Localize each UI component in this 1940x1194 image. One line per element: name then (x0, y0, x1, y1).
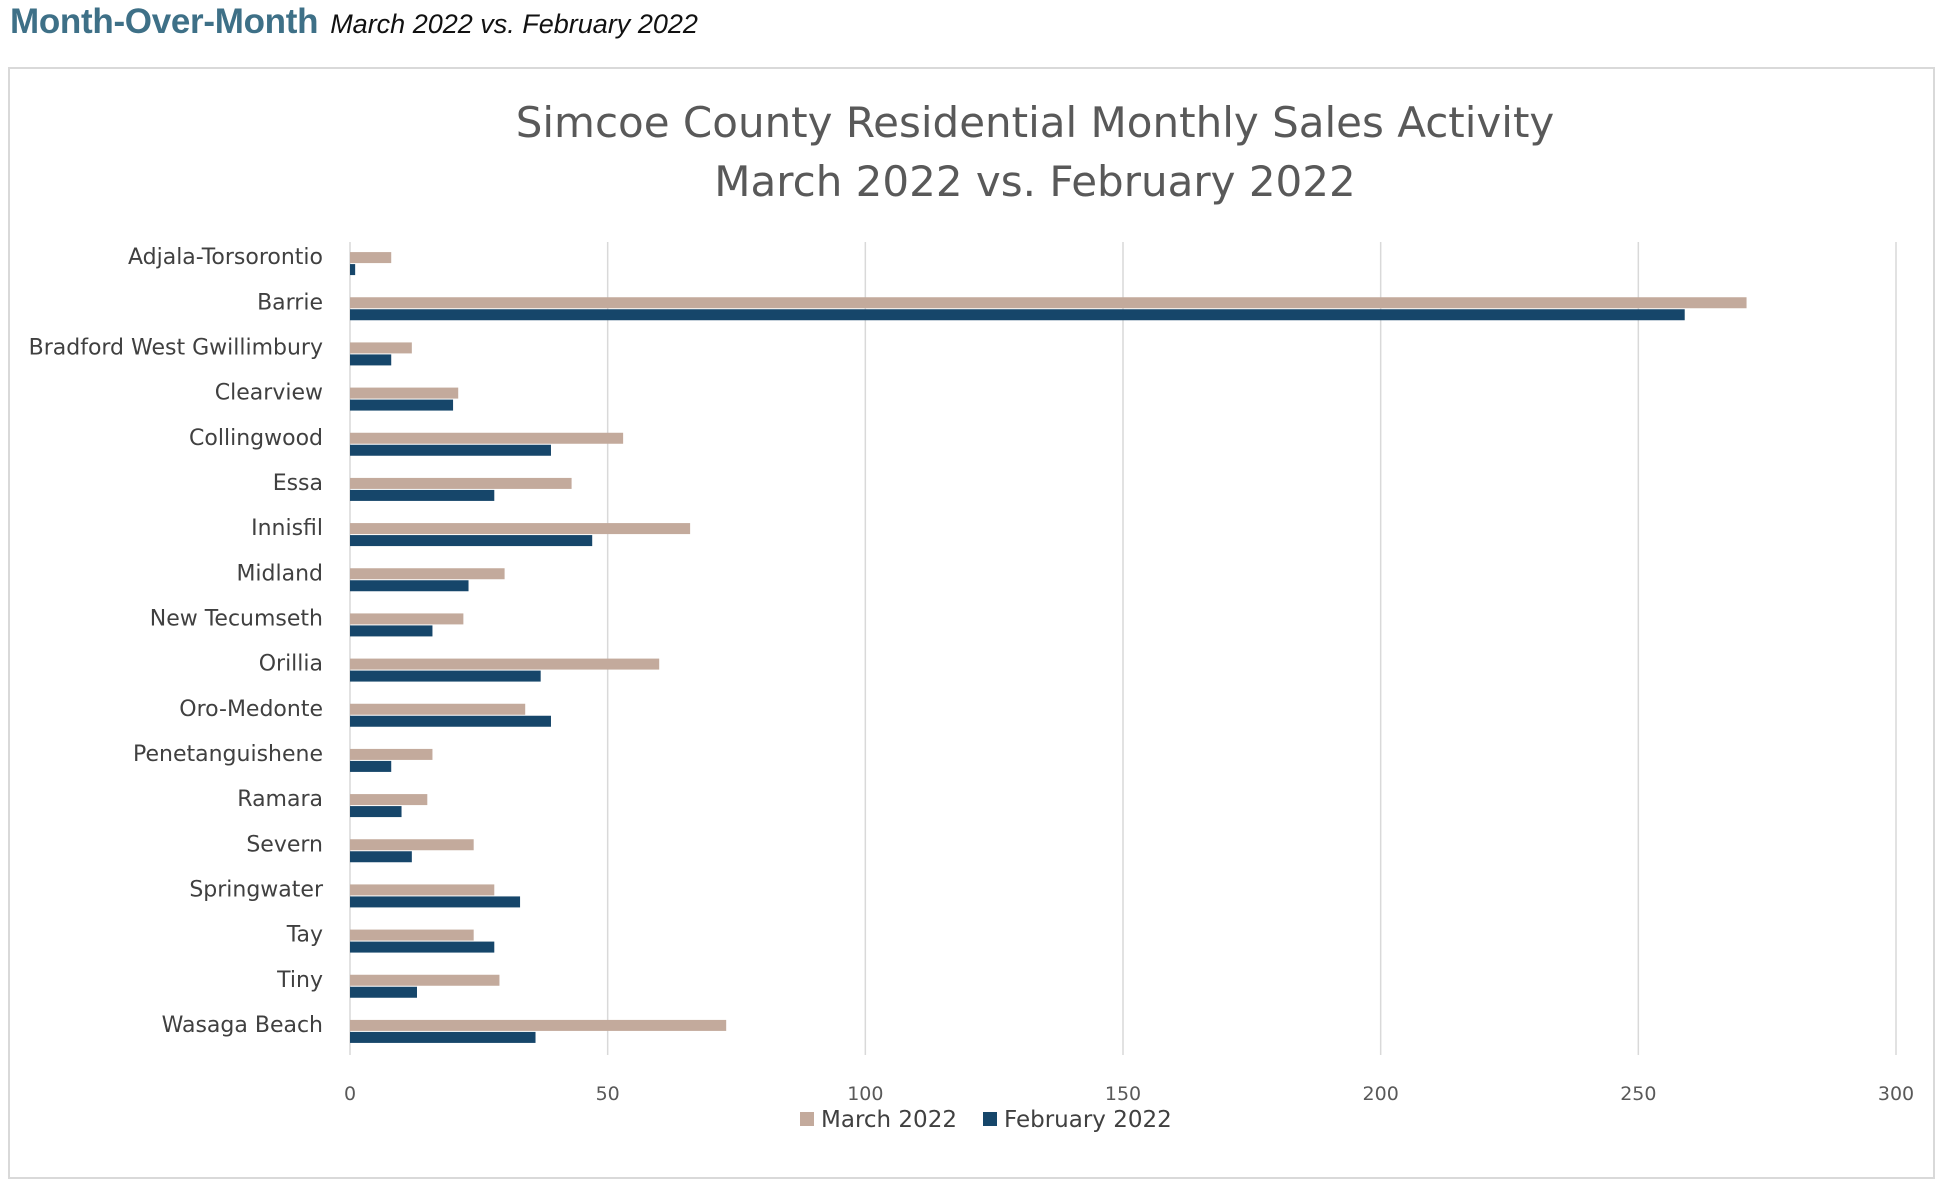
category-label-innisfil: Innisfil (251, 516, 323, 541)
bar-march-2022-wasaga-beach (350, 1019, 727, 1031)
category-label-clearview: Clearview (215, 381, 323, 406)
bar-february-2022-essa (350, 489, 495, 501)
bar-february-2022-barrie (350, 309, 1685, 321)
category-label-barrie: Barrie (257, 290, 323, 315)
category-label-springwater: Springwater (189, 877, 324, 902)
category-labels: Adjala-Torsorontio Barrie Bradford West Gw… (29, 245, 324, 1038)
bar-february-2022-collingwood (350, 444, 551, 456)
bar-february-2022-springwater (350, 896, 521, 908)
bar-february-2022-orillia (350, 670, 541, 682)
bar-march-2022-clearview (350, 387, 459, 399)
legend-label-february-2022: February 2022 (1004, 1107, 1172, 1133)
category-label-collingwood: Collingwood (189, 426, 323, 451)
gridlines (349, 242, 1897, 1055)
bar-february-2022-oro-medonte (350, 715, 551, 727)
bar-february-2022-tay (350, 941, 495, 953)
bars (350, 252, 1747, 1043)
category-label-adjala-torsorontio: Adjala-Torsorontio (128, 245, 323, 270)
bar-chart: Simcoe County Residential Monthly Sales … (29, 98, 1915, 1133)
x-tick-label-300: 300 (1878, 1083, 1914, 1105)
x-tick-label-100: 100 (847, 1083, 883, 1105)
bar-march-2022-collingwood (350, 432, 624, 444)
bar-february-2022-severn (350, 851, 412, 863)
bar-february-2022-wasaga-beach (350, 1031, 536, 1043)
category-label-wasaga-beach: Wasaga Beach (162, 1013, 323, 1038)
category-label-midland: Midland (236, 561, 323, 586)
category-label-severn: Severn (246, 832, 323, 857)
bar-march-2022-innisfil (350, 523, 691, 535)
bar-march-2022-ramara (350, 794, 428, 806)
bar-march-2022-essa (350, 477, 572, 489)
legend-swatch-february-2022 (983, 1112, 997, 1126)
category-label-new-tecumseth: New Tecumseth (150, 606, 323, 631)
category-label-bradford-west-gwillimbury: Bradford West Gwillimbury (29, 335, 323, 360)
chart-frame: Simcoe County Residential Monthly Sales … (8, 67, 1935, 1179)
bar-february-2022-new-tecumseth (350, 625, 433, 637)
category-label-ramara: Ramara (237, 787, 323, 812)
bar-march-2022-springwater (350, 884, 495, 896)
bar-february-2022-midland (350, 580, 469, 592)
legend-swatch-march-2022 (800, 1112, 814, 1126)
bar-march-2022-barrie (350, 297, 1747, 309)
bar-february-2022-innisfil (350, 535, 593, 547)
x-axis-ticks: 0 50 100 150 200 250 300 (344, 1083, 1914, 1105)
bar-march-2022-penetanguishene (350, 748, 433, 760)
bar-february-2022-clearview (350, 399, 454, 411)
category-label-tiny: Tiny (276, 968, 323, 993)
legend: March 2022 February 2022 (800, 1107, 1172, 1133)
category-label-essa: Essa (273, 471, 323, 496)
bar-march-2022-oro-medonte (350, 703, 526, 715)
category-label-penetanguishene: Penetanguishene (133, 742, 323, 767)
category-label-orillia: Orillia (259, 652, 323, 677)
page-header: Month-Over-Month March 2022 vs. February… (10, 2, 698, 48)
chart-title: Simcoe County Residential Monthly Sales … (516, 98, 1555, 147)
category-label-tay: Tay (286, 923, 323, 948)
bar-march-2022-tay (350, 929, 474, 941)
page-subtitle: March 2022 vs. February 2022 (330, 9, 698, 39)
bar-march-2022-adjala-torsorontio (350, 252, 392, 264)
bar-february-2022-bradford-west-gwillimbury (350, 354, 392, 366)
bar-february-2022-ramara (350, 806, 402, 818)
chart-subtitle: March 2022 vs. February 2022 (714, 157, 1355, 206)
x-tick-label-150: 150 (1105, 1083, 1141, 1105)
bar-march-2022-bradford-west-gwillimbury (350, 342, 412, 354)
page-title: Month-Over-Month (10, 2, 319, 41)
bar-march-2022-midland (350, 568, 505, 580)
legend-label-march-2022: March 2022 (821, 1107, 957, 1133)
x-tick-label-50: 50 (596, 1083, 620, 1105)
bar-march-2022-severn (350, 839, 474, 851)
category-label-oro-medonte: Oro-Medonte (179, 697, 323, 722)
bar-march-2022-new-tecumseth (350, 613, 464, 625)
bar-february-2022-tiny (350, 986, 417, 998)
x-tick-label-250: 250 (1620, 1083, 1656, 1105)
bar-february-2022-adjala-torsorontio (350, 264, 356, 276)
bar-march-2022-orillia (350, 658, 660, 670)
bar-february-2022-penetanguishene (350, 760, 392, 772)
x-tick-label-200: 200 (1363, 1083, 1399, 1105)
x-tick-label-0: 0 (344, 1083, 356, 1105)
bar-march-2022-tiny (350, 974, 500, 986)
